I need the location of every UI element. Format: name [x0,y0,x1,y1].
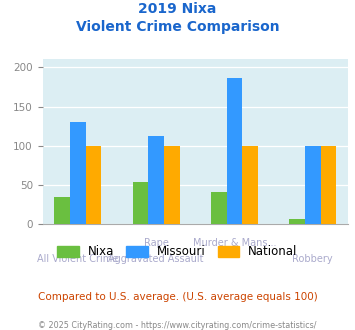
Text: 2019 Nixa: 2019 Nixa [138,2,217,16]
Text: Compared to U.S. average. (U.S. average equals 100): Compared to U.S. average. (U.S. average … [38,292,317,302]
Bar [164,146,180,224]
Bar [54,197,70,224]
Bar [226,78,242,224]
Bar [148,136,164,224]
Text: Murder & Mans...: Murder & Mans... [193,238,276,248]
Bar [305,146,321,224]
Text: Robbery: Robbery [293,254,333,264]
Text: All Violent Crime: All Violent Crime [37,254,119,264]
Text: Rape: Rape [144,238,169,248]
Bar [86,146,101,224]
Bar [211,192,226,224]
Bar [133,182,148,224]
Bar [242,146,258,224]
Text: Aggravated Assault: Aggravated Assault [108,254,204,264]
Bar [70,122,86,224]
Text: Violent Crime Comparison: Violent Crime Comparison [76,20,279,34]
Bar [289,219,305,224]
Text: © 2025 CityRating.com - https://www.cityrating.com/crime-statistics/: © 2025 CityRating.com - https://www.city… [38,321,317,330]
Legend: Nixa, Missouri, National: Nixa, Missouri, National [53,241,302,263]
Bar [321,146,336,224]
